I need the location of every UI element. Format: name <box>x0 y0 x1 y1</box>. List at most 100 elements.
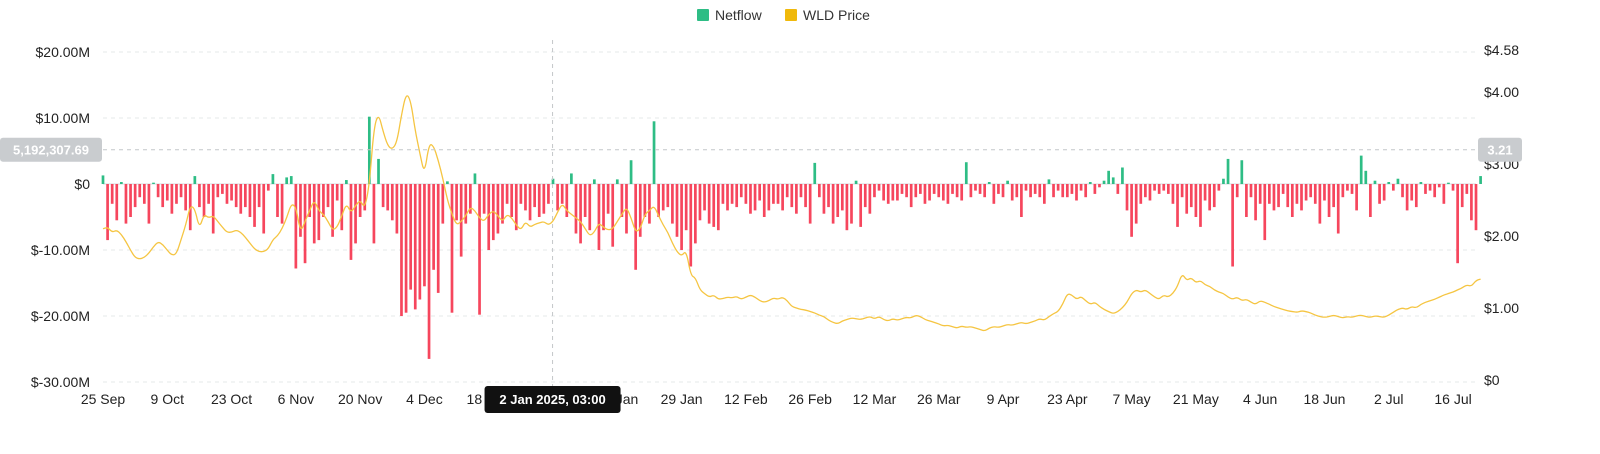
netflow-bar <box>537 184 541 217</box>
netflow-bar <box>1088 182 1092 184</box>
netflow-bar <box>583 184 587 217</box>
left-tick-label: $-20.00M <box>31 308 90 324</box>
netflow-bar <box>1070 184 1074 194</box>
netflow-bar <box>1410 184 1414 201</box>
netflow-bar <box>294 184 298 269</box>
netflow-bar <box>730 184 734 204</box>
netflow-bar <box>280 184 284 224</box>
netflow-bar <box>528 184 532 221</box>
netflow-bar <box>1189 184 1193 208</box>
netflow-bar <box>372 184 376 244</box>
netflow-bar <box>1116 184 1120 194</box>
netflow-bar <box>1387 182 1391 184</box>
netflow-bar <box>1254 184 1257 221</box>
right-y-axis: $4.58$4.00$3.00$2.00$1.00$0 <box>1484 42 1519 388</box>
netflow-bar <box>542 184 546 214</box>
netflow-bar <box>436 184 440 293</box>
netflow-bar <box>363 184 367 211</box>
crosshair-left-value: 5,192,307.69 <box>13 143 89 158</box>
netflow-bar <box>179 184 183 198</box>
netflow-bar <box>276 184 279 217</box>
netflow-bar <box>248 184 252 217</box>
netflow-bar <box>303 184 307 264</box>
netflow-bar <box>859 184 863 227</box>
netflow-bar <box>390 184 394 221</box>
netflow-bar <box>813 162 817 184</box>
netflow-bar <box>1222 178 1225 184</box>
netflow-bar <box>772 184 775 204</box>
left-y-axis: $20.00M $10.00M $0 $-10.00M $-20.00M $-30.00M <box>31 44 90 390</box>
x-tick-label: 7 May <box>1113 391 1151 407</box>
netflow-bar <box>120 182 123 184</box>
netflow-bar <box>1396 178 1400 184</box>
netflow-bar <box>1235 184 1239 198</box>
netflow-bar <box>505 184 509 204</box>
netflow-bar <box>487 184 491 250</box>
netflow-bar <box>1318 184 1322 224</box>
netflow-bar <box>1300 184 1303 211</box>
netflow-bar <box>106 184 109 241</box>
netflow-bar <box>156 184 160 198</box>
netflow-bar <box>299 184 302 237</box>
netflow-bar <box>1323 184 1326 201</box>
crosshair-left-badge <box>0 137 102 162</box>
netflow-bar <box>152 182 155 184</box>
netflow-bar <box>459 184 463 257</box>
netflow-bar <box>253 184 256 227</box>
x-tick-label: 12 Feb <box>724 391 768 407</box>
netflow-bar <box>1130 184 1133 237</box>
x-tick-label: 26 Mar <box>917 391 961 407</box>
netflow-bar <box>331 184 334 237</box>
netflow-bar <box>138 184 142 198</box>
left-tick-label: $0 <box>74 176 90 192</box>
netflow-bar <box>335 184 339 201</box>
x-tick-label: 4 Dec <box>406 391 443 407</box>
netflow-bar <box>836 184 840 217</box>
netflow-bar <box>354 184 357 244</box>
netflow-bar <box>974 184 977 191</box>
netflow-bar <box>983 184 987 198</box>
netflow-bar <box>634 184 638 270</box>
netflow-bar <box>900 184 904 194</box>
netflow-bar <box>684 184 688 231</box>
netflow-bar <box>611 184 615 247</box>
x-tick-label: 26 Feb <box>788 391 832 407</box>
netflow-bar <box>386 184 390 211</box>
netflow-bar <box>1024 184 1028 191</box>
netflow-bar <box>987 182 991 184</box>
netflow-bar <box>648 184 651 224</box>
netflow-bar <box>565 184 569 217</box>
netflow-bar <box>863 184 867 208</box>
netflow-bar <box>533 184 536 208</box>
netflow-bar <box>1479 176 1482 184</box>
netflow-bar <box>1373 180 1377 184</box>
netflow-bar <box>937 184 941 198</box>
netflow-bar <box>349 184 353 260</box>
netflow-bar <box>877 184 881 191</box>
x-tick-label: 12 Mar <box>853 391 897 407</box>
netflow-bar <box>450 184 454 313</box>
netflow-bar <box>133 184 137 208</box>
netflow-bar <box>1231 184 1234 267</box>
netflow-bar <box>1121 167 1124 184</box>
netflow-bar <box>1020 184 1023 217</box>
netflow-bar <box>1290 184 1294 217</box>
netflow-bar <box>556 184 559 211</box>
netflow-bar <box>1327 184 1331 217</box>
x-tick-label: 4 Jun <box>1243 391 1277 407</box>
crosshair-right-value: 3.21 <box>1487 143 1512 158</box>
netflow-bar <box>1249 184 1253 198</box>
netflow-bar <box>1350 184 1354 194</box>
netflow-bar <box>170 184 174 214</box>
netflow-bar <box>707 184 711 224</box>
x-tick-label: 6 Nov <box>278 391 315 407</box>
legend-swatch-0 <box>697 9 709 21</box>
netflow-bar <box>423 184 426 287</box>
netflow-bar <box>1102 180 1106 184</box>
netflow-bar <box>1456 184 1459 264</box>
netflow-bar <box>703 184 706 211</box>
netflow-bar <box>712 184 716 227</box>
netflow-bar <box>225 184 229 204</box>
netflow-bar <box>606 184 610 214</box>
